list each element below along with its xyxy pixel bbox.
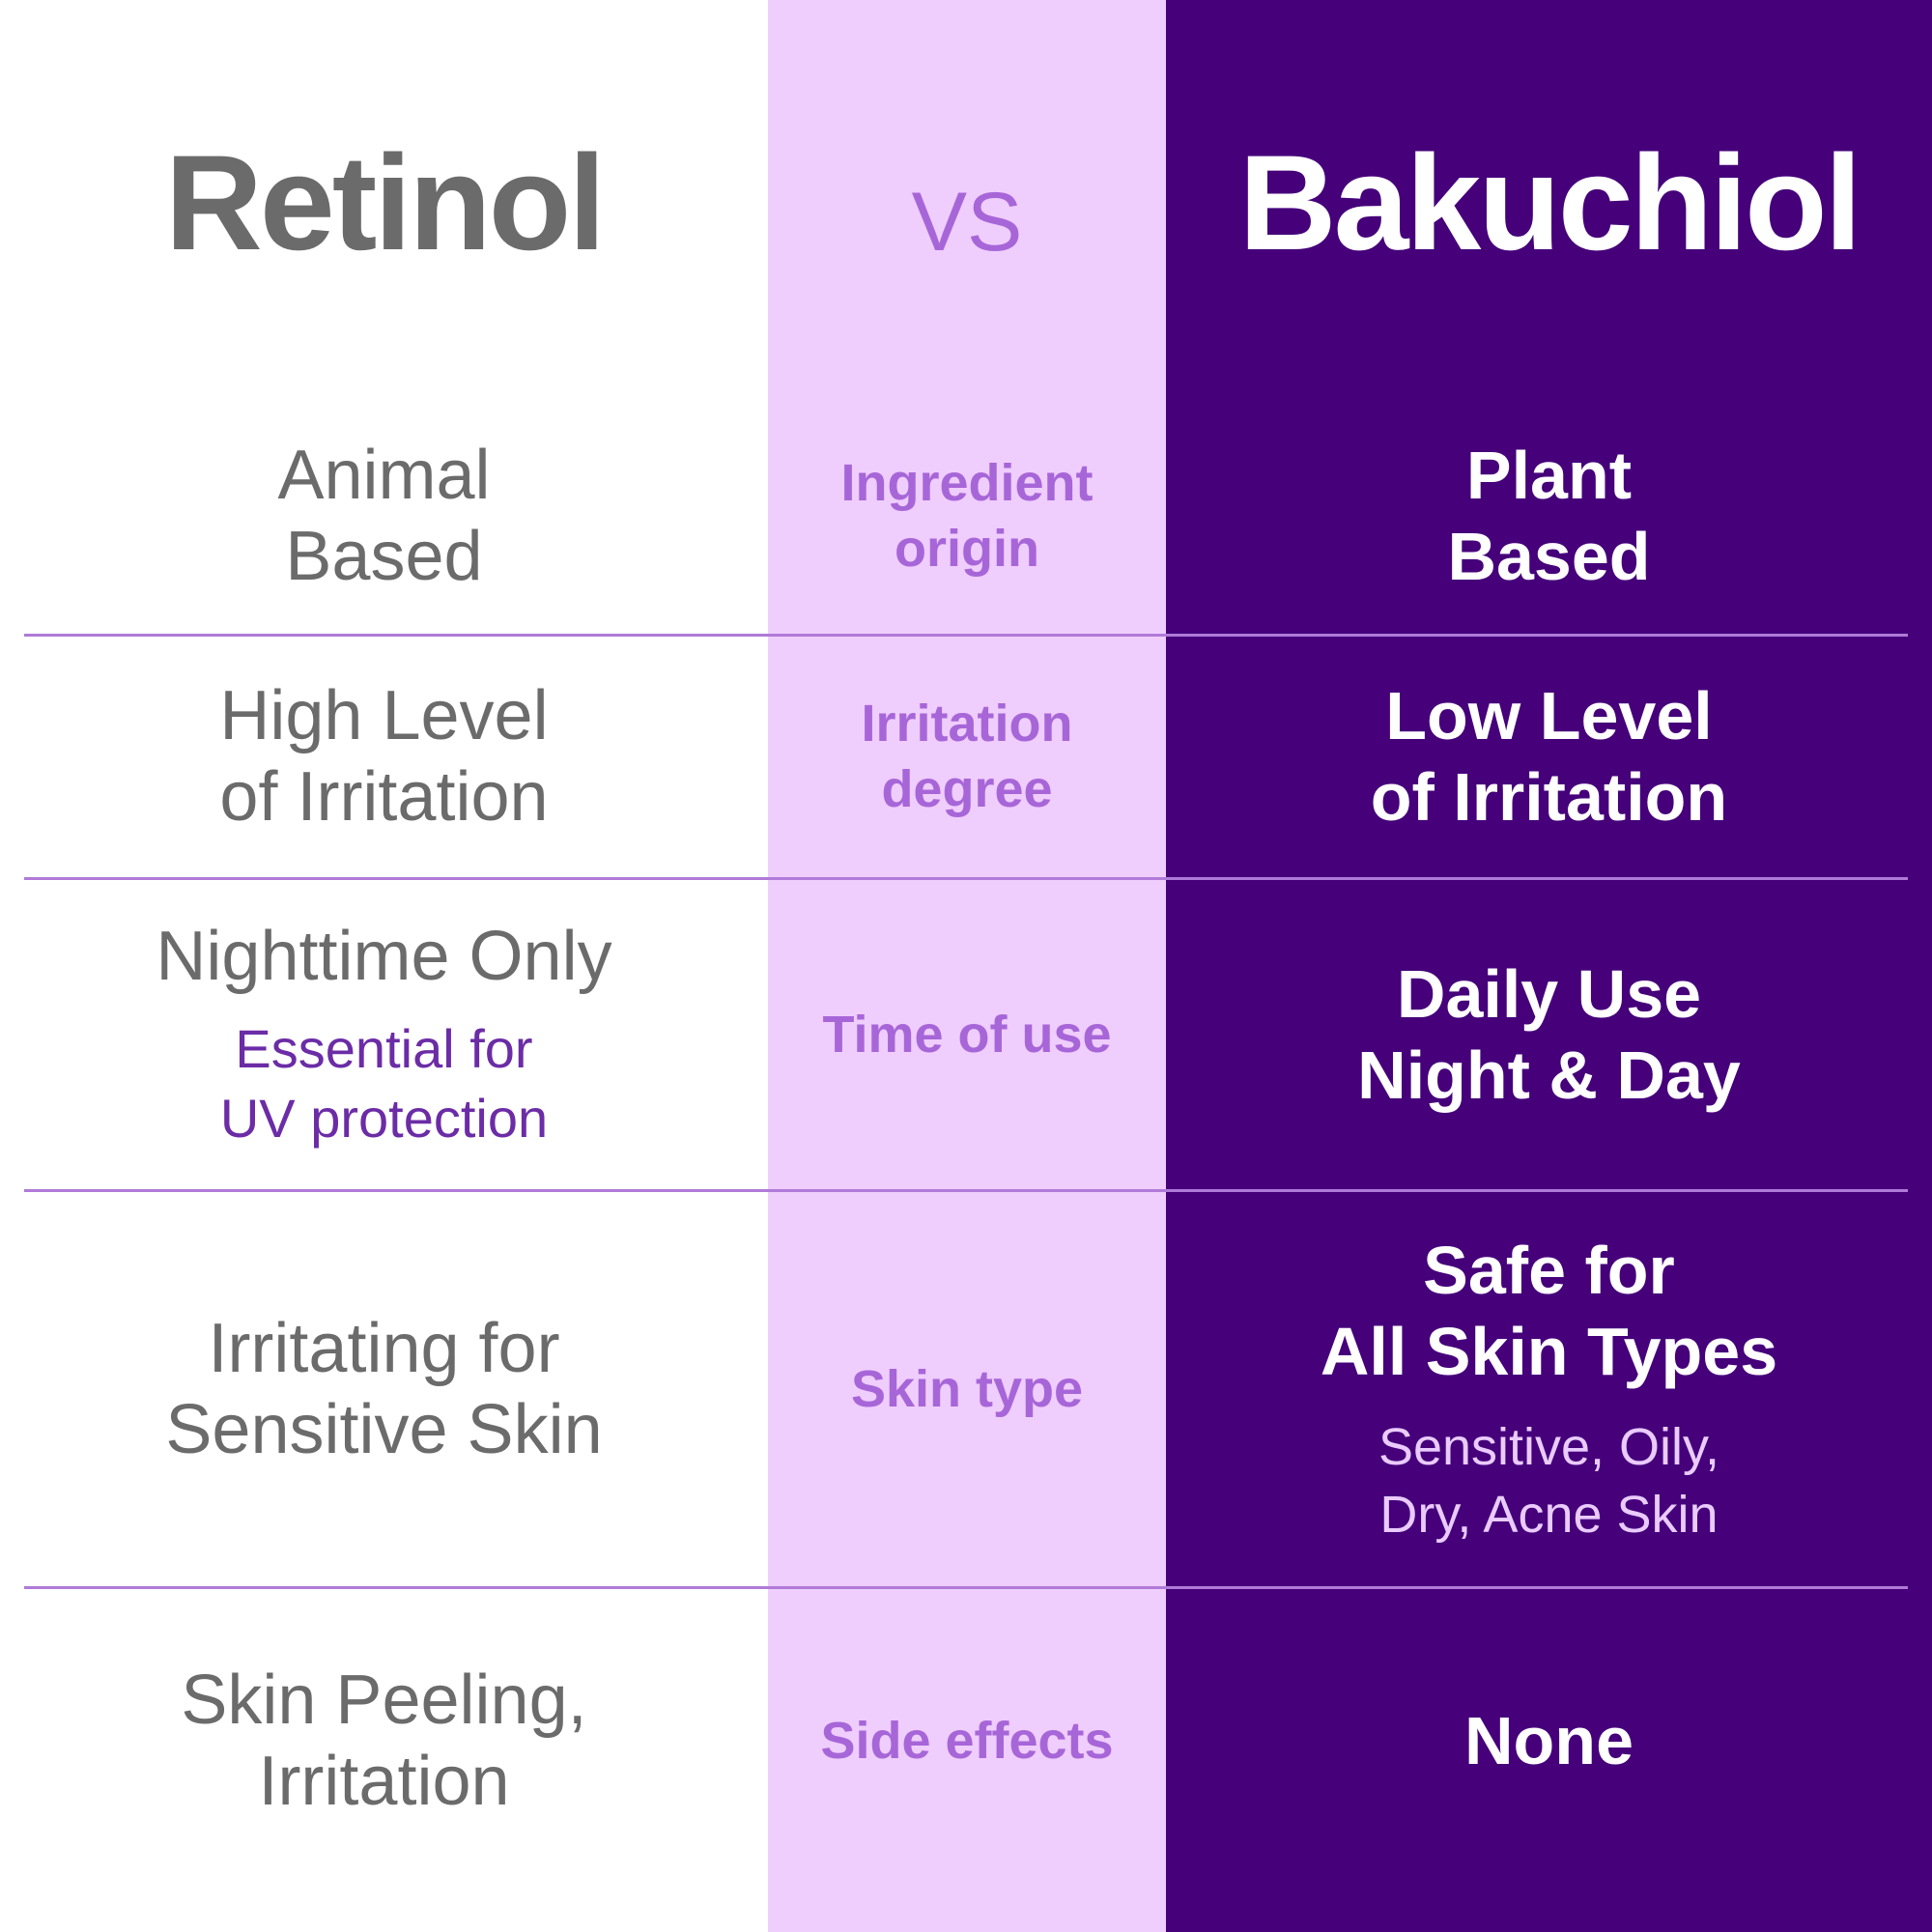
criteria-text: Time of use	[822, 1002, 1111, 1067]
vs-cell: VS	[768, 116, 1166, 328]
criteria-cell: Skin type	[768, 1190, 1166, 1587]
bakuchiol-text-line: Night & Day	[1357, 1037, 1741, 1113]
retinol-subtext-line: Essential for	[235, 1017, 533, 1079]
bakuchiol-text: Low Level of Irritation	[1371, 675, 1727, 838]
bakuchiol-cell: None	[1166, 1587, 1932, 1893]
retinol-text-line: Skin Peeling,	[181, 1661, 587, 1739]
bakuchiol-title-cell: Bakuchiol	[1166, 97, 1932, 309]
bakuchiol-cell: Low Level of Irritation	[1166, 635, 1932, 878]
row-divider	[24, 877, 1908, 880]
bakuchiol-column	[1166, 0, 1932, 1932]
retinol-text-line: Sensitive Skin	[165, 1390, 603, 1468]
bakuchiol-subtext-line: Dry, Acne Skin	[1379, 1485, 1719, 1544]
criteria-cell: Irritation degree	[768, 635, 1166, 878]
criteria-cell: Time of use	[768, 878, 1166, 1190]
bakuchiol-text-line: Daily Use	[1396, 955, 1702, 1032]
retinol-text-line: Nighttime Only	[156, 917, 612, 995]
bakuchiol-cell: Plant Based	[1166, 396, 1932, 635]
bakuchiol-text-line: Plant	[1465, 437, 1633, 513]
bakuchiol-text: Daily Use Night & Day	[1357, 953, 1741, 1116]
criteria-text: Irritation degree	[861, 691, 1072, 822]
criteria-text-line: degree	[881, 760, 1053, 818]
retinol-text: Nighttime Only	[156, 916, 611, 997]
retinol-subtext-line: UV protection	[219, 1087, 549, 1149]
bakuchiol-text: None	[1464, 1700, 1634, 1781]
retinol-column	[0, 0, 768, 1932]
criteria-text: Ingredient origin	[840, 450, 1093, 582]
bakuchiol-text-line: Safe for	[1423, 1232, 1675, 1308]
retinol-text: Animal Based	[277, 435, 490, 597]
retinol-text: Skin Peeling, Irritation	[181, 1660, 586, 1822]
retinol-text: High Level of Irritation	[219, 675, 548, 838]
row-divider	[24, 1189, 1908, 1192]
criteria-cell: Ingredient origin	[768, 396, 1166, 635]
criteria-column	[768, 0, 1166, 1932]
bakuchiol-text: Safe for All Skin Types	[1321, 1230, 1777, 1392]
retinol-text-line: Irritation	[258, 1742, 510, 1820]
retinol-cell: Skin Peeling, Irritation	[0, 1587, 768, 1893]
retinol-title: Retinol	[164, 127, 606, 278]
bakuchiol-text: Plant Based	[1447, 435, 1650, 597]
bakuchiol-cell: Safe for All Skin Types Sensitive, Oily, Dr…	[1166, 1190, 1932, 1587]
retinol-subtext: Essential for UV protection	[220, 1014, 548, 1153]
bakuchiol-cell: Daily Use Night & Day	[1166, 878, 1932, 1190]
bakuchiol-subtext: Sensitive, Oily, Dry, Acne Skin	[1378, 1413, 1719, 1548]
criteria-text-line: origin	[895, 519, 1039, 578]
vs-label: VS	[911, 175, 1023, 269]
retinol-text: Irritating for Sensitive Skin	[165, 1308, 602, 1470]
retinol-text-line: Irritating for	[208, 1309, 560, 1387]
criteria-text-line: Side effects	[820, 1711, 1114, 1770]
bakuchiol-title: Bakuchiol	[1238, 127, 1861, 278]
retinol-title-cell: Retinol	[0, 97, 768, 309]
retinol-text-line: of Irritation	[219, 758, 549, 836]
bakuchiol-text-line: of Irritation	[1370, 759, 1728, 835]
retinol-text-line: High Level	[219, 677, 549, 754]
bakuchiol-subtext-line: Sensitive, Oily,	[1378, 1417, 1720, 1476]
criteria-text: Side effects	[820, 1708, 1113, 1774]
retinol-text-line: Animal	[277, 436, 491, 514]
row-divider	[24, 1586, 1908, 1589]
retinol-cell: Animal Based	[0, 396, 768, 635]
bakuchiol-text-line: Low Level	[1385, 678, 1713, 753]
bakuchiol-text-line: Based	[1447, 518, 1651, 594]
retinol-cell: Nighttime Only Essential for UV protection	[0, 878, 768, 1190]
criteria-text-line: Irritation	[861, 695, 1073, 753]
retinol-text-line: Based	[285, 517, 483, 595]
bakuchiol-text-line: All Skin Types	[1320, 1313, 1778, 1389]
criteria-text-line: Ingredient	[840, 453, 1094, 512]
retinol-cell: High Level of Irritation	[0, 635, 768, 878]
bakuchiol-text-line: None	[1464, 1702, 1634, 1778]
retinol-cell: Irritating for Sensitive Skin	[0, 1190, 768, 1587]
criteria-text: Skin type	[851, 1356, 1083, 1422]
criteria-cell: Side effects	[768, 1587, 1166, 1893]
criteria-text-line: Skin type	[850, 1359, 1084, 1418]
criteria-text-line: Time of use	[822, 1005, 1112, 1064]
row-divider	[24, 634, 1908, 637]
